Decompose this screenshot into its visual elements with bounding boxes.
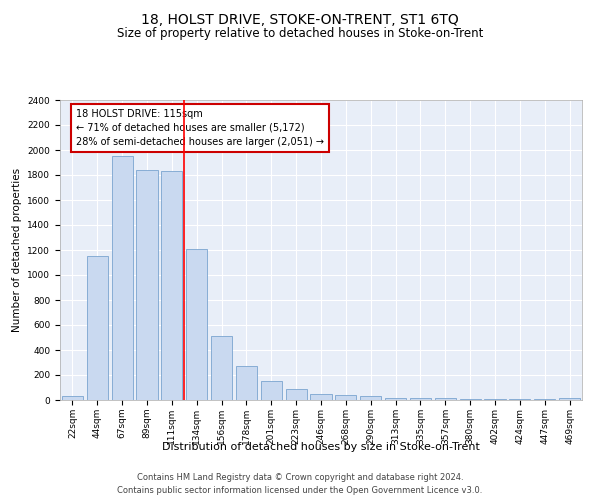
Text: 18 HOLST DRIVE: 115sqm
← 71% of detached houses are smaller (5,172)
28% of semi-: 18 HOLST DRIVE: 115sqm ← 71% of detached… xyxy=(76,109,323,147)
Bar xyxy=(236,366,257,400)
Bar xyxy=(460,399,481,400)
Bar xyxy=(62,396,83,400)
Bar xyxy=(161,171,182,400)
Bar xyxy=(484,399,506,400)
Bar xyxy=(87,256,108,400)
Bar xyxy=(360,396,381,400)
Y-axis label: Number of detached properties: Number of detached properties xyxy=(12,168,22,332)
Text: Size of property relative to detached houses in Stoke-on-Trent: Size of property relative to detached ho… xyxy=(117,28,483,40)
Bar xyxy=(559,398,580,400)
Bar xyxy=(211,336,232,400)
Bar xyxy=(286,390,307,400)
Bar xyxy=(435,398,456,400)
Text: 18, HOLST DRIVE, STOKE-ON-TRENT, ST1 6TQ: 18, HOLST DRIVE, STOKE-ON-TRENT, ST1 6TQ xyxy=(141,12,459,26)
Bar xyxy=(186,248,207,400)
Text: Distribution of detached houses by size in Stoke-on-Trent: Distribution of detached houses by size … xyxy=(162,442,480,452)
Bar xyxy=(261,381,282,400)
Bar xyxy=(136,170,158,400)
Bar xyxy=(385,398,406,400)
Bar xyxy=(112,156,133,400)
Text: Contains HM Land Registry data © Crown copyright and database right 2024.: Contains HM Land Registry data © Crown c… xyxy=(137,472,463,482)
Bar xyxy=(410,398,431,400)
Text: Contains public sector information licensed under the Open Government Licence v3: Contains public sector information licen… xyxy=(118,486,482,495)
Bar xyxy=(310,394,332,400)
Bar xyxy=(335,395,356,400)
